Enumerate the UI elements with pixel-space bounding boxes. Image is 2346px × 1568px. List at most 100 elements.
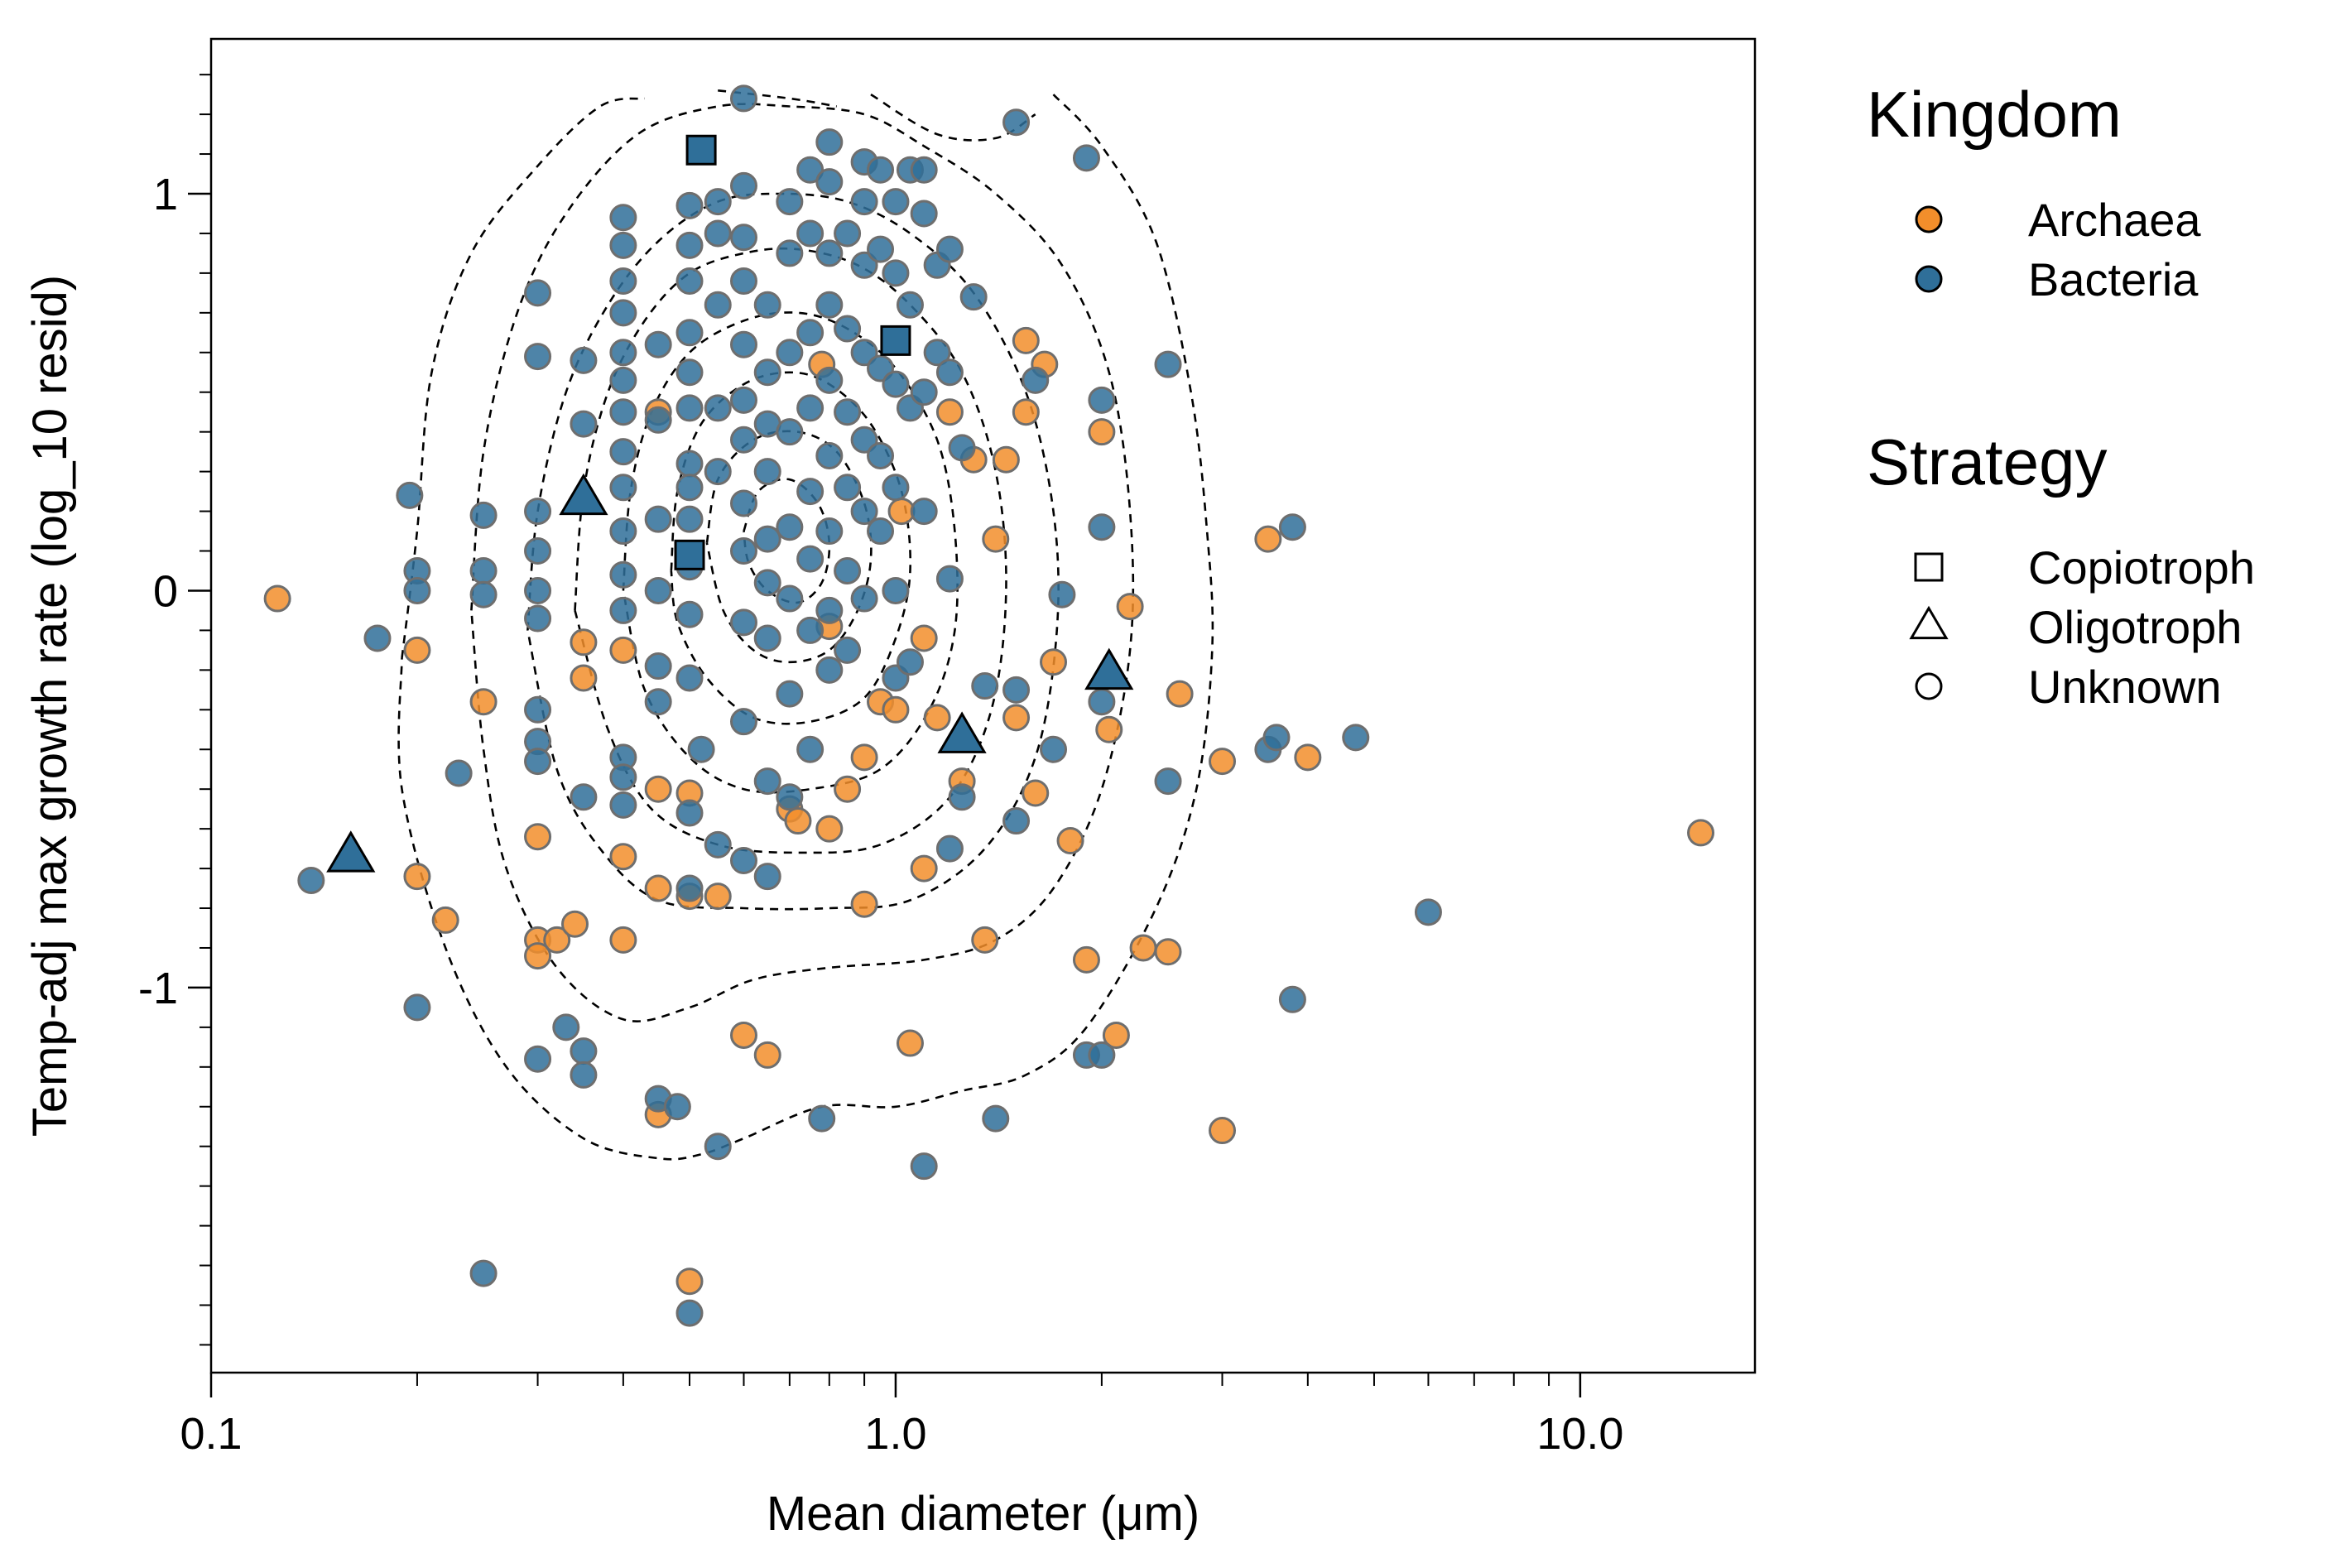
data-point-bacteria-unknown [524,1045,552,1073]
data-point-archaea-unknown [1129,934,1157,962]
data-point-bacteria-unknown [729,224,757,252]
data-point-bacteria-unknown [1278,513,1306,541]
data-point-bacteria-unknown [1002,807,1031,835]
data-point-bacteria-unknown [609,560,637,589]
data-point-bacteria-unknown [675,799,704,827]
data-point-bacteria-unknown [403,993,431,1022]
data-point-bacteria-unknown [609,339,637,367]
data-point-bacteria-unknown [644,576,672,604]
data-point-bacteria-unknown [959,283,988,311]
data-point-bacteria-unknown [796,156,824,184]
data-point-bacteria-unknown [524,604,552,632]
density-contour-3 [870,93,1036,142]
data-point-bacteria-unknown [675,358,704,387]
data-point-archaea-unknown [1040,648,1068,676]
data-point-bacteria-unknown [882,576,910,604]
data-point-bacteria-unknown [729,489,757,517]
data-point-archaea-unknown [704,883,732,911]
y-tick-label: 1 [153,170,178,219]
data-point-bacteria-unknown [808,1104,836,1133]
data-point-bacteria-unknown [687,735,715,763]
data-point-bacteria-unknown [850,426,878,454]
data-point-bacteria-unknown [834,398,862,426]
data-point-bacteria-unknown [570,1037,598,1065]
data-point-bacteria-copiotroph [880,325,911,356]
density-contour-10 [705,430,873,664]
legend-kingdom-title: Kingdom [1867,78,2122,151]
data-point-bacteria-unknown [644,406,672,434]
data-point-archaea-unknown [1294,743,1322,772]
data-point-bacteria-unknown [469,580,498,608]
data-point-bacteria-unknown [796,219,824,248]
legend-label-oligotroph: Oligotroph [2028,601,2242,653]
data-point-archaea-unknown [910,624,938,652]
data-point-bacteria-unknown [1278,985,1306,1013]
data-point-bacteria-unknown [570,783,598,811]
data-point-bacteria-unknown [1088,1041,1116,1069]
data-point-bacteria-unknown [753,863,781,891]
y-tick-label: 0 [153,566,178,616]
data-point-bacteria-unknown [675,1299,704,1327]
data-point-bacteria-unknown [729,708,757,736]
data-point-bacteria-unknown [776,239,804,267]
data-point-bacteria-unknown [524,537,552,565]
data-point-bacteria-unknown [776,513,804,541]
data-point-bacteria-unknown [729,267,757,295]
data-point-bacteria-unknown [729,171,757,200]
data-point-archaea-unknown [644,775,672,803]
data-point-bacteria-unknown [850,188,878,216]
data-point-bacteria-unknown [524,576,552,604]
data-point-bacteria-unknown [524,748,552,776]
data-point-bacteria-oligotroph [326,830,376,873]
density-contour-4 [397,94,1214,1161]
x-tick-label: 1.0 [864,1409,926,1459]
data-point-bacteria-unknown [675,874,704,902]
data-point-archaea-unknown [263,584,291,613]
data-point-bacteria-unknown [704,188,732,216]
data-point-bacteria-unknown [704,394,732,422]
data-point-bacteria-unknown [609,267,637,295]
data-point-bacteria-unknown [675,319,704,347]
legend-label-unknown: Unknown [2028,661,2221,713]
data-point-archaea-unknown [561,910,589,938]
x-axis-title: Mean diameter (μm) [767,1487,1199,1541]
data-point-archaea-unknown [1116,593,1144,621]
data-point-bacteria-unknown [570,410,598,438]
data-point-archaea-unknown [1002,704,1031,732]
legend: Kingdom Strategy Archaea Bacteria Copiotro… [1867,78,2255,713]
axes: 1 0 -1 0.1 1.0 10.0 [138,74,1623,1459]
data-point-bacteria-unknown [834,636,862,664]
data-point-bacteria-unknown [704,291,732,319]
legend-key-bacteria [1915,265,1943,293]
data-point-archaea-unknown [1687,819,1715,847]
data-point-bacteria-unknown [609,438,637,466]
data-point-archaea-unknown [1012,326,1040,354]
data-point-bacteria-unknown [552,1013,580,1041]
data-point-bacteria-unknown [675,267,704,295]
data-point-archaea-unknown [1095,715,1123,743]
data-point-archaea-unknown [644,874,672,902]
data-point-bacteria-unknown [1088,513,1116,541]
data-point-archaea-unknown [1012,398,1040,426]
data-point-bacteria-unknown [935,835,964,863]
data-point-bacteria-unknown [753,767,781,796]
data-point-bacteria-unknown [663,1093,691,1121]
data-point-bacteria-unknown [609,231,637,259]
data-point-bacteria-unknown [776,680,804,708]
legend-label-bacteria: Bacteria [2028,253,2199,305]
data-point-bacteria-unknown [644,505,672,533]
data-point-bacteria-unknown [609,299,637,327]
data-point-archaea-unknown [1102,1021,1130,1049]
data-point-archaea-unknown [609,636,637,664]
data-point-archaea-unknown [834,775,862,803]
data-point-bacteria-unknown [609,366,637,394]
data-point-bacteria-oligotroph [559,473,608,516]
data-point-bacteria-unknown [867,235,895,263]
data-point-bacteria-unknown [609,204,637,232]
data-point-archaea-unknown [1166,680,1194,708]
legend-strategy-title: Strategy [1867,426,2107,498]
data-point-bacteria-unknown [834,474,862,502]
data-point-archaea-unknown [524,942,552,970]
data-point-bacteria-unknown [675,191,704,219]
